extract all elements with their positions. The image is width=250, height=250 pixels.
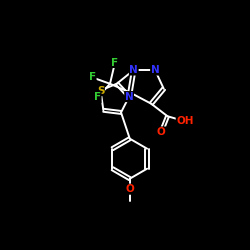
Text: F: F [94, 92, 101, 102]
Text: N: N [125, 92, 134, 102]
Text: S: S [97, 86, 104, 96]
Text: F: F [112, 58, 118, 68]
Text: N: N [130, 65, 138, 75]
Text: O: O [126, 184, 134, 194]
Text: F: F [89, 72, 96, 83]
Text: O: O [157, 127, 166, 137]
Text: N: N [150, 65, 160, 75]
Text: OH: OH [176, 116, 194, 126]
